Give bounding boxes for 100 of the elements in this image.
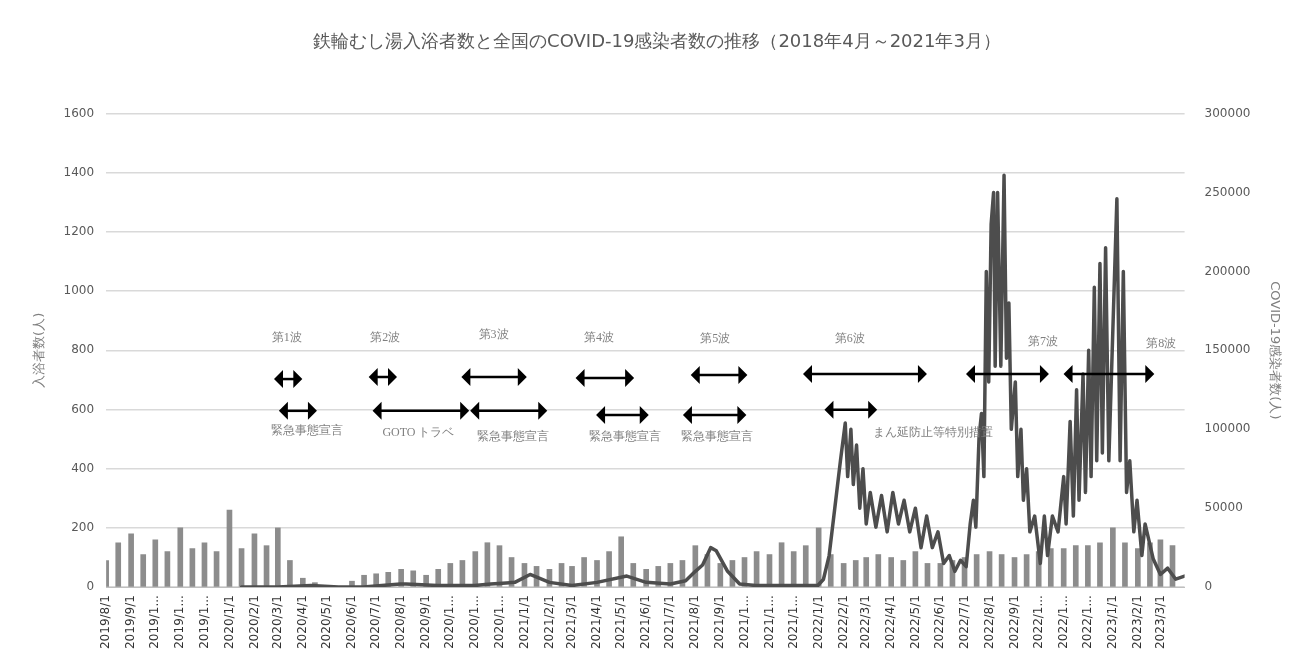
annotation: 第5波 — [700, 331, 731, 346]
x-tick-label: 2020/7/1 — [368, 595, 383, 650]
bar — [618, 536, 625, 587]
x-tick-label: 2020/1... — [491, 595, 506, 649]
x-tick-label: 2022/4/1 — [883, 595, 898, 650]
bar — [115, 542, 122, 587]
bar — [1072, 545, 1079, 587]
x-tick-label: 2022/1/1 — [810, 595, 825, 650]
x-tick-label: 2021/1/1 — [516, 595, 531, 650]
x-tick-label: 2020/1... — [442, 595, 457, 649]
x-tick-label: 2020/2/1 — [246, 595, 261, 650]
annotation: 緊急事態宣言 — [477, 428, 550, 443]
x-tick-label: 2021/8/1 — [687, 595, 702, 650]
x-tick-label: 2020/4/1 — [294, 595, 309, 650]
annotation: 第3波 — [478, 327, 509, 342]
y-tick-label: 400 — [71, 460, 95, 475]
bar — [128, 533, 134, 587]
annotation: 第6波 — [834, 331, 865, 346]
y-tick-label: 800 — [71, 342, 95, 357]
x-tick-label: 2022/8/1 — [981, 595, 996, 650]
bar — [973, 554, 980, 587]
y2-axis-title: COVID-19感染者数(人) — [1267, 281, 1283, 420]
x-tick-label: 2022/1... — [1079, 595, 1094, 649]
x-tick-label: 2022/5/1 — [907, 595, 922, 650]
bar — [287, 560, 293, 587]
bar — [790, 551, 797, 587]
bar — [998, 554, 1005, 587]
x-tick-label: 2020/1... — [467, 595, 482, 649]
bar — [912, 551, 919, 587]
x-tick-label: 2019/1... — [196, 595, 211, 649]
bar — [1122, 542, 1128, 587]
y-tick-label: 0 — [86, 579, 95, 594]
x-tick-label: 2020/3/1 — [269, 595, 284, 650]
bar — [152, 539, 159, 587]
bar — [1060, 548, 1067, 587]
annotation: 第1波 — [271, 330, 302, 345]
x-tick-label: 2021/1... — [761, 595, 776, 649]
x-tick-label: 2022/7/1 — [956, 595, 971, 650]
x-tick-label: 2022/2/1 — [835, 595, 850, 650]
annotation: 第2波 — [370, 330, 401, 345]
bar — [1110, 527, 1116, 587]
y-tick-label: 1600 — [63, 105, 95, 120]
x-tick-label: 2022/9/1 — [1006, 595, 1021, 650]
x-tick-label: 2021/1... — [736, 595, 751, 649]
bar — [1047, 548, 1054, 587]
y-tick-label: 1200 — [63, 224, 95, 239]
y2-tick-label: 200000 — [1204, 263, 1251, 278]
y-tick-label: 600 — [71, 401, 95, 416]
bar — [164, 551, 171, 587]
bar — [1011, 557, 1018, 587]
bar — [606, 551, 612, 587]
x-tick-label: 2020/5/1 — [319, 595, 334, 650]
bar — [900, 560, 907, 587]
bar — [1097, 542, 1103, 587]
y2-tick-label: 100000 — [1204, 421, 1251, 436]
bar — [840, 563, 847, 587]
bar — [189, 548, 196, 587]
x-tick-label: 2021/5/1 — [613, 595, 628, 650]
bar — [863, 557, 870, 587]
x-tick-label: 2020/9/1 — [418, 595, 433, 650]
x-tick-label: 2023/2/1 — [1129, 595, 1144, 650]
x-tick-label: 2021/2/1 — [541, 595, 556, 650]
bar — [201, 542, 208, 587]
annotation: 緊急事態宣言 — [589, 428, 662, 443]
x-tick-label: 2021/1... — [785, 595, 800, 649]
x-tick-label: 2020/1/1 — [221, 595, 236, 650]
x-tick-label: 2022/6/1 — [932, 595, 947, 650]
bar — [274, 527, 281, 587]
x-tick-label: 2019/1... — [172, 595, 187, 649]
x-tick-label: 2019/8/1 — [98, 595, 113, 650]
bar — [472, 551, 479, 587]
annotation: 緊急事態宣言 — [271, 423, 344, 438]
x-tick-label: 2019/9/1 — [123, 595, 138, 650]
annotation: 第7波 — [1028, 334, 1059, 349]
bar — [986, 551, 993, 587]
annotation: 第8波 — [1146, 336, 1177, 351]
x-tick-label: 2021/3/1 — [564, 595, 579, 650]
x-tick-label: 2023/3/1 — [1152, 595, 1167, 650]
bar — [888, 557, 895, 587]
bar — [177, 527, 184, 587]
chart-title: 鉄輪むし湯入浴者数と全国のCOVID-19感染者数の推移（2018年4月～2021年3月） — [313, 30, 1001, 52]
annotation: GOTO トラベ — [382, 424, 455, 439]
y2-tick-label: 50000 — [1204, 500, 1243, 515]
x-tick-label: 2023/1/1 — [1104, 595, 1119, 650]
bar — [802, 545, 809, 587]
y2-tick-label: 150000 — [1204, 342, 1251, 357]
y-tick-label: 1000 — [63, 283, 95, 298]
x-tick-label: 2022/3/1 — [858, 595, 873, 650]
x-tick-label: 2021/9/1 — [712, 595, 727, 650]
x-tick-label: 2021/6/1 — [638, 595, 653, 650]
bar — [717, 563, 724, 587]
x-tick-label: 2020/8/1 — [393, 595, 408, 650]
y2-tick-label: 0 — [1204, 579, 1213, 594]
bar — [140, 554, 147, 587]
x-tick-label: 2020/6/1 — [344, 595, 359, 650]
annotation: 緊急事態宣言 — [681, 428, 754, 443]
x-tick-label: 2019/1... — [147, 595, 162, 649]
bar — [213, 551, 220, 587]
y2-tick-label: 300000 — [1204, 105, 1251, 120]
x-tick-label: 2021/4/1 — [589, 595, 604, 650]
